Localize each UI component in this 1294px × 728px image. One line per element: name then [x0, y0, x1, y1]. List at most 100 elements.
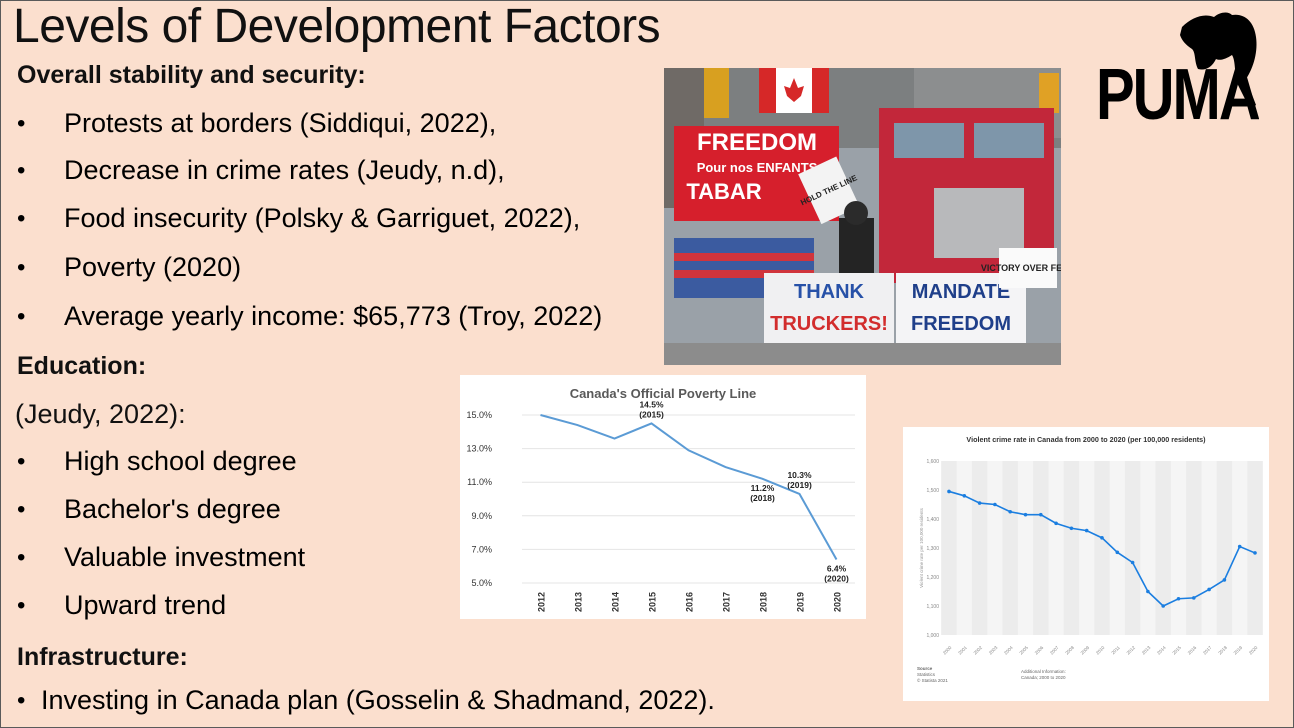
stability-heading: Overall stability and security: [17, 61, 366, 89]
poverty-line-chart-svg: Canada's Official Poverty Line 15.0% 13.0%… [466, 386, 855, 612]
education-citation: (Jeudy, 2022): [15, 399, 186, 429]
data-label: (2018) [750, 493, 775, 503]
bullet-dot: • [17, 205, 26, 232]
additional-info-note: Canada; 2000 to 2020 [1021, 675, 1066, 680]
y-tick-label: 5.0% [471, 578, 492, 588]
list-item-label: Protests at borders (Siddiqui, 2022), [64, 108, 497, 138]
x-tick-label: 2015 [648, 592, 658, 612]
y-tick-label: 1,400 [926, 517, 939, 523]
infrastructure-heading: Infrastructure: [17, 643, 188, 671]
y-tick-label: 7.0% [471, 544, 492, 554]
data-point [947, 489, 951, 494]
y-tick-label: 9.0% [471, 511, 492, 521]
bullet-dot: • [17, 110, 26, 137]
x-tick-label: 2012 [537, 592, 547, 612]
chart-title: Violent crime rate in Canada from 2000 t… [966, 435, 1206, 444]
x-tick-label: 2008 [1064, 645, 1075, 656]
sign-text: Pour nos ENFANTS [697, 160, 818, 175]
x-tick-label: 2019 [796, 592, 806, 612]
data-label: (2015) [639, 409, 664, 419]
data-point [1084, 528, 1089, 533]
data-point [1023, 512, 1028, 517]
data-label: 10.3% [787, 470, 812, 480]
x-tick-label: 2017 [1202, 645, 1213, 656]
bullet-dot: • [17, 544, 26, 571]
y-tick-label: 11.0% [467, 477, 492, 487]
bullet-dot: • [17, 157, 26, 184]
list-item-label: Average yearly income: $65,773 (Troy, 20… [64, 301, 603, 331]
logo-wordmark: PUMA [1096, 54, 1259, 131]
data-point [1115, 550, 1120, 555]
source-note: © Statista 2021 [917, 677, 948, 683]
violent-crime-chart-svg: Violent crime rate in Canada from 2000 t… [917, 435, 1263, 683]
x-tick-label: 2011 [1110, 645, 1121, 656]
x-tick-label: 2013 [574, 592, 584, 612]
bullet-dot: • [17, 687, 26, 714]
data-point [1039, 512, 1043, 517]
x-tick-label: 2001 [957, 645, 968, 656]
sign-text: FREEDOM [697, 129, 817, 156]
bullet-dot: • [17, 303, 26, 330]
x-tick-label: 2017 [722, 592, 732, 612]
sign-text: VICTORY OVER FEAR [981, 263, 1061, 273]
y-tick-label: 1,100 [926, 604, 939, 610]
source-note: Source [917, 666, 933, 671]
poverty-line-chart: Canada's Official Poverty Line 15.0% 13.0%… [460, 375, 866, 619]
data-point [1222, 578, 1227, 582]
data-point [1069, 526, 1074, 531]
bullet-dot: • [17, 448, 26, 475]
x-tick-label: 2015 [1171, 645, 1182, 656]
source-note: Statistics [917, 672, 936, 677]
sign-text: TABAR [686, 179, 761, 204]
list-item-label: Poverty (2020) [64, 252, 242, 282]
x-tick-label: 2006 [1034, 645, 1045, 656]
x-tick-label: 2014 [611, 592, 621, 612]
data-point [1100, 536, 1104, 540]
data-point [1146, 589, 1150, 594]
protest-photo-illustration: FREEDOM Pour nos ENFANTS TABAR HOLD THE … [664, 68, 1061, 365]
puma-cat-icon: PUMA [1096, 12, 1262, 134]
data-point [1130, 560, 1135, 565]
sign-text: FREEDOM [911, 313, 1011, 335]
x-tick-label: 2000 [942, 645, 953, 656]
data-label: (2019) [787, 480, 812, 490]
plot-band [1186, 461, 1202, 635]
list-item-label: Decrease in crime rates (Jeudy, n.d), [64, 155, 505, 185]
list-item-label: Investing in Canada plan (Gosselin & Sha… [41, 685, 715, 715]
bullet-dot: • [17, 254, 26, 281]
plot-band [1063, 461, 1080, 635]
y-tick-label: 1,000 [926, 633, 939, 639]
list-item-label: Upward trend [64, 590, 227, 620]
x-tick-label: 2009 [1080, 645, 1091, 656]
y-tick-label: 1,500 [926, 488, 939, 494]
data-point [1054, 521, 1058, 526]
slide-title: Levels of Development Factors [13, 0, 661, 53]
plot-band [1247, 461, 1263, 635]
plot-band [1033, 461, 1049, 635]
data-point [1207, 587, 1211, 592]
plot-band [1002, 461, 1018, 635]
additional-info-note: Additional Information: [1021, 669, 1066, 674]
bullet-dot: • [17, 496, 26, 523]
data-point [962, 494, 967, 498]
x-tick-label: 2020 [833, 592, 843, 612]
y-tick-label: 13.0% [466, 444, 492, 454]
x-tick-label: 2020 [1248, 645, 1259, 656]
sign-text: MANDATE [912, 281, 1011, 303]
list-item-label: Bachelor's degree [64, 494, 281, 524]
plot-band [941, 461, 957, 635]
x-tick-label: 2016 [1187, 645, 1198, 656]
y-axis-label: Violent crime rate per 100,000 residents [919, 507, 924, 587]
plot-band [1094, 461, 1110, 635]
x-tick-label: 2005 [1018, 645, 1029, 656]
x-tick-label: 2003 [988, 645, 999, 656]
sign-text: THANK [794, 281, 865, 303]
data-point [1008, 509, 1012, 514]
data-point [1192, 596, 1196, 600]
data-point [1253, 551, 1257, 555]
x-tick-label: 2018 [759, 592, 769, 612]
data-point [1237, 544, 1242, 549]
x-tick-label: 2019 [1233, 645, 1244, 656]
protest-photo: FREEDOM Pour nos ENFANTS TABAR HOLD THE … [664, 68, 1061, 365]
